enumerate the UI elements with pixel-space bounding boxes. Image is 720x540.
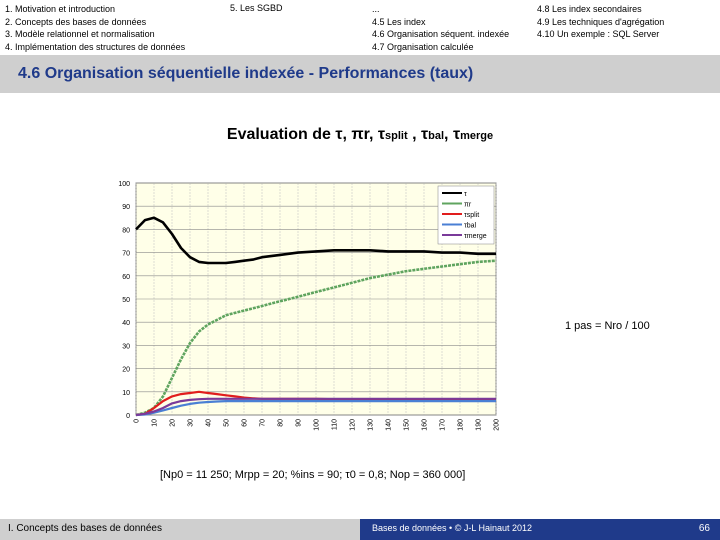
x-tick-label: 180 <box>458 419 465 431</box>
x-tick-label: 130 <box>368 419 375 431</box>
x-tick-label: 140 <box>386 419 393 431</box>
x-tick-label: 0 <box>134 419 141 423</box>
chart-title-tau-split: τ <box>377 126 386 143</box>
chapter-link-2[interactable]: 2. Concepts des bases de données <box>5 16 147 27</box>
series-line <box>135 259 497 417</box>
chart-title-pi-r: πr <box>351 126 369 143</box>
y-tick-label: 80 <box>122 227 130 234</box>
x-tick-label: 200 <box>494 419 501 431</box>
x-tick-label: 160 <box>422 419 429 431</box>
chart-title-sep-4: , <box>444 126 453 143</box>
series-line <box>135 397 496 417</box>
x-tick-label: 30 <box>188 419 195 427</box>
section-link-4-5[interactable]: 4.5 Les index <box>372 16 426 27</box>
x-tick-label: 80 <box>278 419 285 427</box>
y-tick-label: 70 <box>122 251 130 258</box>
y-tick-label: 20 <box>122 367 130 374</box>
section-link-4-7[interactable]: 4.7 Organisation calculée <box>372 41 474 52</box>
chart-title-prefix: Evaluation de <box>226 126 331 143</box>
x-tick-label: 50 <box>224 419 231 427</box>
x-tick-label: 60 <box>242 419 249 427</box>
section-link-4-8[interactable]: 4.8 Les index secondaires <box>537 4 642 14</box>
legend-label: τ <box>464 191 467 198</box>
y-tick-label: 90 <box>122 204 130 211</box>
footer-bar: Bases de données • © J-L Hainaut 2012 66 <box>360 519 720 540</box>
chart-title-sep-2: , <box>369 126 378 143</box>
chart-title-sep-3: , <box>407 126 421 143</box>
step-annotation: 1 pas = Nro / 100 <box>565 320 650 332</box>
page-number: 66 <box>698 523 710 534</box>
top-navigation: 1. Motivation et introduction 2. Concept… <box>0 0 720 54</box>
chart-title-tau-bal: τ <box>421 126 429 143</box>
x-tick-label: 90 <box>296 419 303 427</box>
chapter-link-5[interactable]: 5. Les SGBD <box>230 3 283 13</box>
chart-title-tau: τ <box>335 126 343 143</box>
y-tick-label: 0 <box>126 413 130 420</box>
y-tick-label: 40 <box>122 320 130 327</box>
x-tick-label: 100 <box>314 419 321 431</box>
chapter-list: 1. Motivation et introduction 2. Concept… <box>5 3 185 53</box>
y-tick-label: 60 <box>122 274 130 281</box>
series-line <box>135 400 496 417</box>
x-tick-label: 110 <box>332 419 339 430</box>
chapter-link-1[interactable]: 1. Motivation et introduction <box>5 4 116 14</box>
x-tick-label: 20 <box>170 419 177 427</box>
section-link-4-6[interactable]: 4.6 Organisation séquent. indexée <box>372 29 510 39</box>
x-tick-label: 150 <box>404 419 411 431</box>
section-link-ellipsis[interactable]: ... <box>372 4 380 14</box>
footer-course: I. Concepts des bases de données <box>0 519 360 540</box>
footer-source: Bases de données • © J-L Hainaut 2012 <box>372 523 533 533</box>
section-link-4-9[interactable]: 4.9 Les techniques d'agrégation <box>537 16 665 27</box>
y-tick-label: 10 <box>122 390 130 397</box>
legend-label: πr <box>464 202 472 209</box>
chart-title-split-sub: split <box>385 130 408 142</box>
series-line <box>135 216 496 265</box>
chart-title-bal-sub: bal <box>428 130 445 142</box>
footer-course-label: I. Concepts des bases de données <box>8 523 162 534</box>
y-tick-label: 100 <box>118 181 130 188</box>
x-tick-label: 120 <box>350 419 357 431</box>
section-list-a: ... 4.5 Les index 4.6 Organisation séque… <box>372 3 509 53</box>
legend-label: τbal <box>464 223 477 230</box>
x-tick-label: 40 <box>206 419 213 427</box>
section-list-b: 4.8 Les index secondaires 4.9 Les techni… <box>537 3 664 41</box>
x-tick-label: 70 <box>260 419 267 427</box>
y-tick-label: 50 <box>122 297 130 304</box>
chapter-link-4[interactable]: 4. Implémentation des structures de donn… <box>5 41 186 52</box>
chart-title-merge-sub: merge <box>460 130 494 142</box>
legend-label: τmerge <box>464 233 487 240</box>
x-tick-label: 170 <box>440 419 447 431</box>
section-header-band: 4.6 Organisation séquentielle indexée - … <box>0 55 720 93</box>
chapter-link-3[interactable]: 3. Modèle relationnel et normalisation <box>5 29 155 39</box>
y-tick-label: 30 <box>122 343 130 350</box>
parameters-caption: [Np0 = 11 250; Mrpp = 20; %ins = 90; τ0 … <box>160 469 466 481</box>
chart-title-tau-merge: τ <box>452 126 461 143</box>
x-tick-label: 190 <box>476 419 483 431</box>
slide-title: 4.6 Organisation séquentielle indexée - … <box>18 65 474 82</box>
x-tick-label: 10 <box>152 419 159 427</box>
chart-title-sep-1: , <box>342 126 352 143</box>
legend-label: τsplit <box>464 212 479 219</box>
chart-title: Evaluation de τ, πr, τsplit , τbal, τmer… <box>0 126 720 144</box>
section-link-4-10[interactable]: 4.10 Un exemple : SQL Server <box>537 29 660 39</box>
